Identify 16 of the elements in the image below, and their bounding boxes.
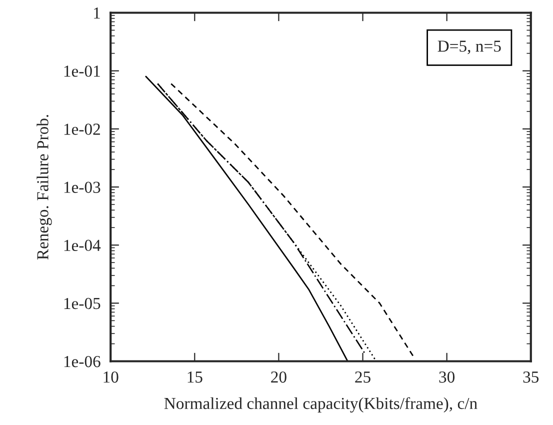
y-tick-label: 1e-01: [64, 66, 100, 77]
y-tick-label: 1e-02: [64, 124, 100, 135]
y-tick-label: 1e-06: [64, 356, 100, 368]
y-axis-title: Renego. Failure Prob.: [36, 114, 52, 260]
x-tick-label: 30: [439, 371, 455, 383]
y-tick-label: 1e-03: [64, 182, 100, 193]
x-tick-label: 10: [104, 371, 118, 383]
x-axis-title: Normalized channel capacity(Kbits/frame), c/n: [164, 397, 478, 413]
x-tick-label: 35: [523, 372, 539, 383]
annotation: D=5, n=5: [438, 40, 501, 54]
x-tick-label: 15: [188, 372, 202, 383]
x-tick-label: 20: [271, 371, 286, 383]
y-tick-label: 1e-04: [64, 240, 101, 252]
x-tick-label: 25: [355, 372, 370, 383]
y-tick-label: 1: [94, 8, 100, 19]
y-tick-label: 1e-05: [64, 298, 100, 310]
